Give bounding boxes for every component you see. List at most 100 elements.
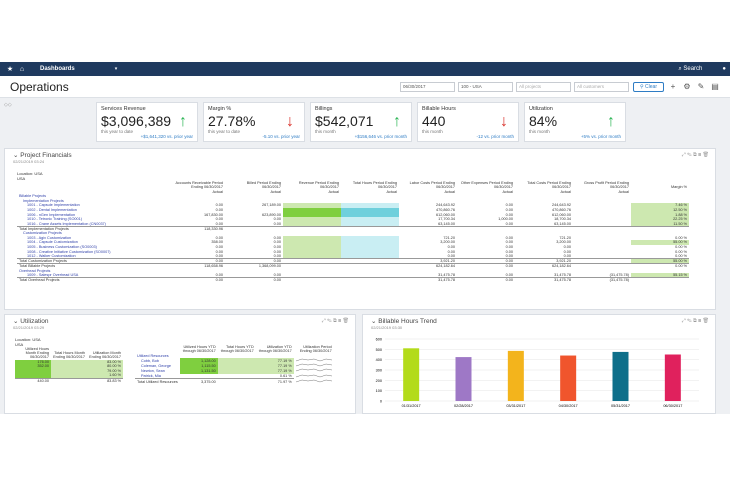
user-icon[interactable]: ● [722,66,726,72]
kpi-services-revenue[interactable]: Services Revenue $3,096,389 this year to… [96,102,198,142]
row-label: 1004 - Capsule Customization [27,240,78,245]
cell: 0.00 [215,249,223,254]
bar[interactable] [612,351,629,401]
column-header: Utilized Hours YTD through 06/30/2017 [182,345,216,354]
cell: 0.00 [273,253,281,258]
table-row[interactable]: Total Billable Projects 118,658.96 1,368,0… [17,263,689,269]
bar[interactable] [403,348,420,401]
table-row[interactable]: 1012 - Walker Customization 0.00 0.00 0.00 0… [17,253,689,259]
kpi-change: -5.10 vs. prior year [262,134,300,139]
date-filter[interactable]: 06/30/2017 [399,81,455,92]
panel-date: 02/21/2019 03:24 [13,159,45,164]
table-row[interactable]: Coleman, George 1,115.50 77.19 % [135,363,334,369]
table-row[interactable]: Implementation Projects [17,199,689,204]
chevron-down-icon[interactable]: ⌄ [13,152,21,159]
sparkline [294,363,334,368]
cell: 0.00 [273,273,281,278]
panel-toolbar[interactable]: ⤢ ✎ ⧉ ⊞ 🗑 [681,152,709,158]
table-row[interactable]: Customization Projects [17,231,689,236]
resource-name: Total Utilized Resources [135,378,180,385]
table-row[interactable]: Overhead Projects [17,269,689,274]
chevron-down-icon[interactable]: ▾ [114,66,118,72]
cell: 71.97 % [255,378,294,385]
y-tick-label: 300 [376,369,382,373]
chevron-down-icon[interactable]: ⌄ [13,318,21,325]
edit-icon[interactable]: ✎ [697,81,705,91]
panel-toolbar[interactable]: ⤢ ✎ ⧉ ⊞ 🗑 [321,318,349,324]
table-row[interactable]: Cobb, Bob 1,128.00 77.19 % [135,358,334,364]
project-filter[interactable]: All projects [515,81,571,92]
kpi-title: Billings [315,106,333,112]
kpi-billings[interactable]: Billings $542,071 this month ↑ +$156,646… [310,102,412,142]
customer-filter[interactable]: All customers [573,81,629,92]
dashboards-menu[interactable]: Dashboards [40,66,75,72]
star-icon[interactable]: ★ [6,66,14,73]
gear-icon[interactable]: ⚙ [683,81,691,91]
table-row[interactable]: 1005 - Business Customization (SO0003) 0.… [17,244,689,250]
search-link[interactable]: Search [683,66,703,72]
table-row[interactable]: 1002 - Dental Implementation 0.00 470,860.… [17,207,689,213]
table-row[interactable]: Total Overhead Projects 0.00 0.00 31,475.78… [17,277,689,283]
cell [283,221,341,227]
collapse-handle[interactable]: ◇◇ [4,102,12,108]
cell [631,225,689,231]
cell: 624,182.64 [515,263,573,269]
home-icon[interactable]: ⌂ [19,65,25,73]
kpi-utilization[interactable]: Utilization 84% this month ↑ +5% vs. pri… [524,102,626,142]
utilization-left: Location: USA USA Utilized Hours Month E… [15,337,123,383]
table-row[interactable]: 1010 - Tetronic Training (SO001) 0.00 0.00… [17,216,689,222]
table-row[interactable]: Total Customization Projects 0.00 0.00 3,92… [17,258,689,264]
table-row[interactable]: 1016 - Crane Assets Implementation (CN00… [17,221,689,227]
bar[interactable] [664,354,681,402]
cell [217,363,256,369]
table-row[interactable]: 440.00 83.83 % [15,377,123,383]
cell [283,244,341,250]
table-row[interactable]: 79.00 % [15,368,123,374]
kpi-row: Services Revenue $3,096,389 this year to… [0,98,730,148]
table-row[interactable]: 1004 - Capsule Customization 358.00 0.00 3,… [17,240,689,245]
table-row[interactable]: 176.00 83.00 % [15,359,123,365]
cell: 118,330.96 [167,225,225,231]
chevron-down-icon[interactable]: ⌄ [371,318,379,325]
bar[interactable] [455,357,472,401]
bar[interactable] [507,350,524,401]
cell [341,207,399,213]
cell: 0.00 [167,258,225,264]
panel-date: 02/21/2019 03:29 [13,325,45,330]
table-row[interactable]: 1001 - Capsule Implementation 0.00 267,189… [17,203,689,208]
panel-toolbar[interactable]: ⤢ ✎ ⧉ ⊞ 🗑 [681,318,709,324]
search-icon[interactable]: ⌕ [678,65,684,72]
cell [341,249,399,254]
clear-filter-button[interactable]: ⚲ Clear [632,81,664,92]
kpi-period: this month [529,129,550,134]
cell: 0.00 [505,221,513,226]
bar[interactable] [560,355,577,401]
add-icon[interactable]: + [670,81,676,91]
cell: 0.00 [273,217,281,222]
table-row[interactable]: 1006 - nGen Implementation 167,830.00 623,… [17,212,689,217]
column-header: Total Hours Period Ending 06/30/2017 [352,181,397,190]
cell: 470,860.76 [435,207,455,212]
location-filter[interactable]: 100 - USA [457,81,513,92]
financials-table: Accounts Receivable Period Ending 06/30/… [17,181,689,283]
table-row[interactable]: 1009 - Salespr Overhead USA 0.00 0.00 31,47… [17,273,689,278]
table-row[interactable]: 1003 - Agiv Customization 0.00 0.00 721.20 0… [17,235,689,241]
table-row[interactable]: 1008 - Creative Initiative Customization… [17,249,689,254]
table-row[interactable]: Total Implementation Projects 118,330.96 [17,225,689,231]
x-tick-label: 03/31/2017 [506,404,525,408]
kpi-billable-hours[interactable]: Billable Hours 440 this month ↓ -12 vs. … [417,102,519,142]
table-row[interactable]: 352.00 80.00 % [15,364,123,369]
table-row[interactable]: Total Utilized Resources 3,375.00 71.97 % [135,378,334,385]
kpi-margin[interactable]: Margin % 27.78% this year to date ↓ -5.1… [203,102,305,142]
cell [15,373,51,379]
row-label: 1008 - Creative Initiative Customization… [27,249,111,254]
app-window: ★ ⌂ Dashboards ▾ ⌕ Search ● Operations 0… [0,62,730,414]
table-row[interactable]: Newton, Sean 1,131.50 77.19 % [135,368,334,374]
table-row[interactable]: Patrick, Mia 0.61 % [135,374,334,379]
table-row[interactable]: Billable Projects [17,194,689,199]
print-icon[interactable]: ▤ [711,81,719,91]
column-header: Utilization Month Ending 06/30/2017 [89,351,121,360]
column-header: Utilization Period Ending 06/30/2017 [299,345,332,354]
cell: 83.00 % [87,359,123,365]
table-row[interactable]: 1.60 % [15,373,123,379]
